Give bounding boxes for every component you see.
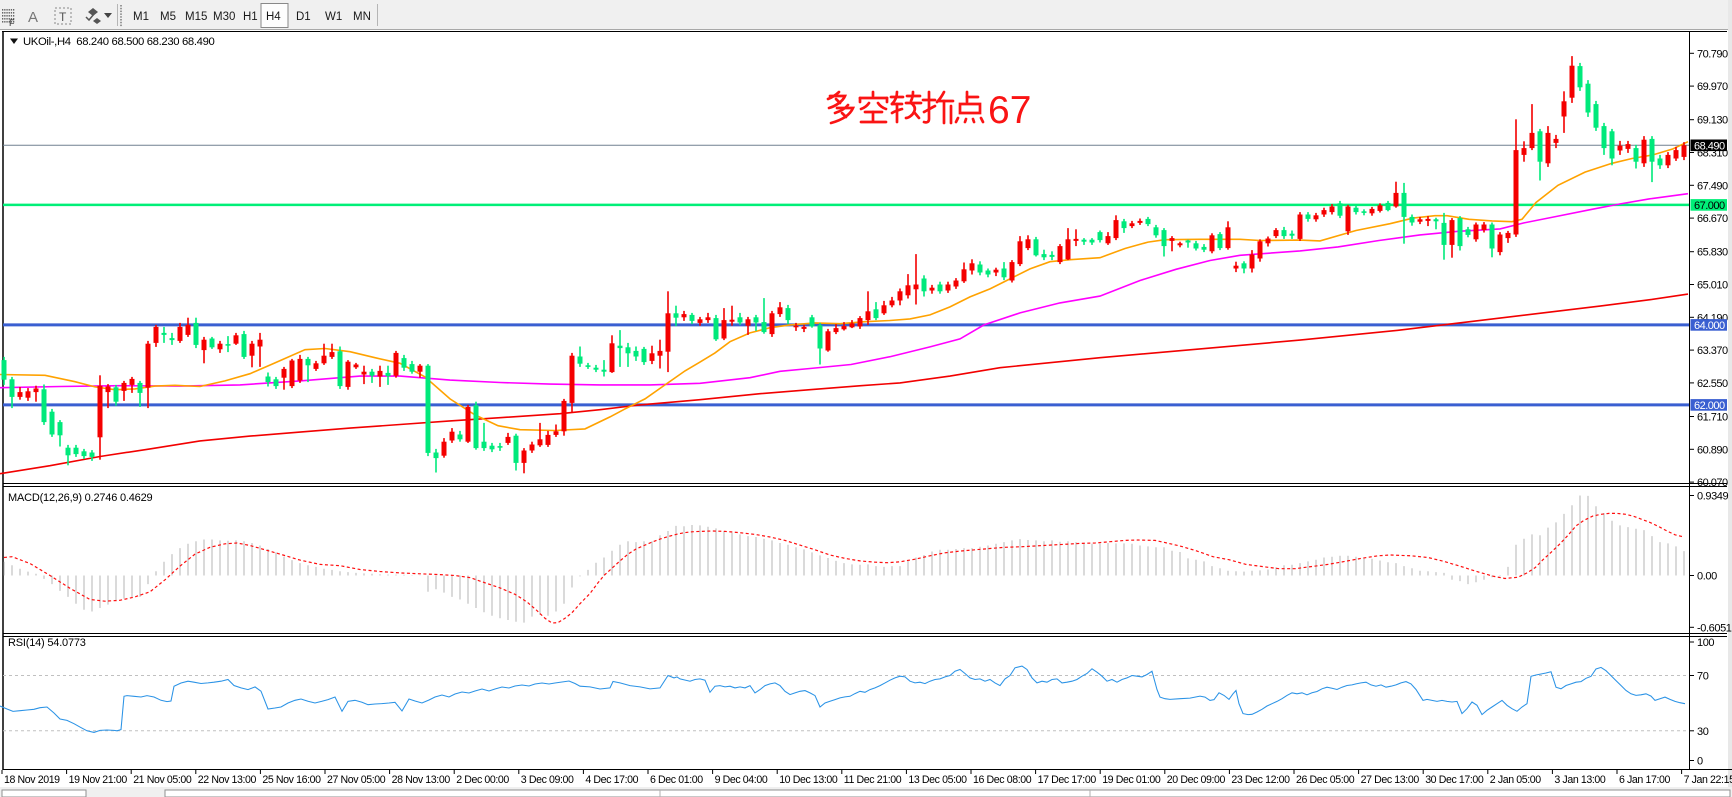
svg-text:4 Dec 17:00: 4 Dec 17:00 [585, 774, 638, 786]
svg-text:UKOil-,H4 68.240 68.500 68.23: UKOil-,H4 68.240 68.500 68.230 68.490 [23, 36, 215, 48]
svg-text:6 Dec 01:00: 6 Dec 01:00 [650, 774, 703, 786]
svg-text:100: 100 [1697, 637, 1714, 649]
svg-text:20 Dec 09:00: 20 Dec 09:00 [1167, 774, 1226, 786]
svg-text:25 Nov 16:00: 25 Nov 16:00 [262, 774, 321, 786]
svg-text:11 Dec 21:00: 11 Dec 21:00 [844, 774, 902, 786]
svg-text:60.070: 60.070 [1697, 477, 1728, 489]
svg-text:69.970: 69.970 [1697, 81, 1728, 93]
svg-text:T: T [59, 10, 67, 24]
svg-text:M15: M15 [185, 11, 207, 23]
svg-text:69.130: 69.130 [1697, 115, 1728, 127]
svg-text:18 Nov 2019: 18 Nov 2019 [4, 774, 60, 786]
svg-text:W1: W1 [325, 11, 342, 23]
svg-text:21 Nov 05:00: 21 Nov 05:00 [133, 774, 192, 786]
svg-text:61.710: 61.710 [1697, 412, 1728, 424]
svg-text:RSI(14) 54.0773: RSI(14) 54.0773 [8, 637, 86, 649]
svg-text:6 Jan 17:00: 6 Jan 17:00 [1619, 774, 1670, 786]
svg-text:A: A [28, 9, 38, 26]
svg-text:16 Dec 08:00: 16 Dec 08:00 [973, 774, 1032, 786]
svg-text:62.550: 62.550 [1697, 378, 1728, 390]
svg-text:-0.6051: -0.6051 [1697, 622, 1732, 634]
svg-text:0: 0 [1697, 756, 1703, 768]
svg-text:67.490: 67.490 [1697, 180, 1728, 192]
svg-text:23 Dec 12:00: 23 Dec 12:00 [1231, 774, 1290, 786]
svg-text:67: 67 [988, 89, 1031, 132]
svg-text:10 Dec 13:00: 10 Dec 13:00 [779, 774, 838, 786]
svg-text:F: F [9, 18, 15, 28]
svg-text:28 Nov 13:00: 28 Nov 13:00 [392, 774, 451, 786]
svg-text:0.9349: 0.9349 [1697, 491, 1729, 503]
svg-text:64.000: 64.000 [1694, 320, 1725, 332]
svg-text:17 Dec 17:00: 17 Dec 17:00 [1038, 774, 1097, 786]
svg-text:19 Dec 01:00: 19 Dec 01:00 [1102, 774, 1161, 786]
svg-text:30: 30 [1697, 726, 1709, 738]
svg-text:27 Nov 05:00: 27 Nov 05:00 [327, 774, 386, 786]
svg-text:27 Dec 13:00: 27 Dec 13:00 [1361, 774, 1420, 786]
svg-text:3 Jan 13:00: 3 Jan 13:00 [1554, 774, 1605, 786]
svg-text:2 Jan 05:00: 2 Jan 05:00 [1490, 774, 1541, 786]
svg-text:70.790: 70.790 [1697, 48, 1728, 60]
svg-text:2 Dec 00:00: 2 Dec 00:00 [456, 774, 509, 786]
svg-text:M30: M30 [213, 11, 235, 23]
svg-text:M5: M5 [160, 11, 176, 23]
svg-text:70: 70 [1697, 671, 1709, 683]
svg-text:0.00: 0.00 [1697, 571, 1717, 583]
svg-text:3 Dec 09:00: 3 Dec 09:00 [521, 774, 574, 786]
svg-text:H1: H1 [243, 11, 258, 23]
svg-text:D1: D1 [296, 11, 311, 23]
svg-text:66.670: 66.670 [1697, 213, 1728, 225]
svg-text:H4: H4 [266, 11, 281, 23]
svg-text:30 Dec 17:00: 30 Dec 17:00 [1425, 774, 1484, 786]
svg-text:7 Jan 22:15: 7 Jan 22:15 [1684, 774, 1732, 786]
svg-text:22 Nov 13:00: 22 Nov 13:00 [198, 774, 257, 786]
svg-text:68.490: 68.490 [1694, 140, 1725, 152]
svg-text:MN: MN [353, 11, 371, 23]
svg-text:19 Nov 21:00: 19 Nov 21:00 [69, 774, 128, 786]
svg-text:60.890: 60.890 [1697, 444, 1728, 456]
svg-text:67.000: 67.000 [1694, 200, 1725, 212]
svg-text:65.010: 65.010 [1697, 280, 1728, 292]
svg-text:9 Dec 04:00: 9 Dec 04:00 [715, 774, 768, 786]
svg-text:M1: M1 [133, 11, 149, 23]
svg-text:62.000: 62.000 [1694, 400, 1725, 412]
svg-text:13 Dec 05:00: 13 Dec 05:00 [908, 774, 967, 786]
svg-text:MACD(12,26,9) 0.2746 0.4629: MACD(12,26,9) 0.2746 0.4629 [8, 492, 152, 504]
svg-text:65.830: 65.830 [1697, 247, 1728, 259]
svg-text:26 Dec 05:00: 26 Dec 05:00 [1296, 774, 1355, 786]
svg-text:63.370: 63.370 [1697, 345, 1728, 357]
